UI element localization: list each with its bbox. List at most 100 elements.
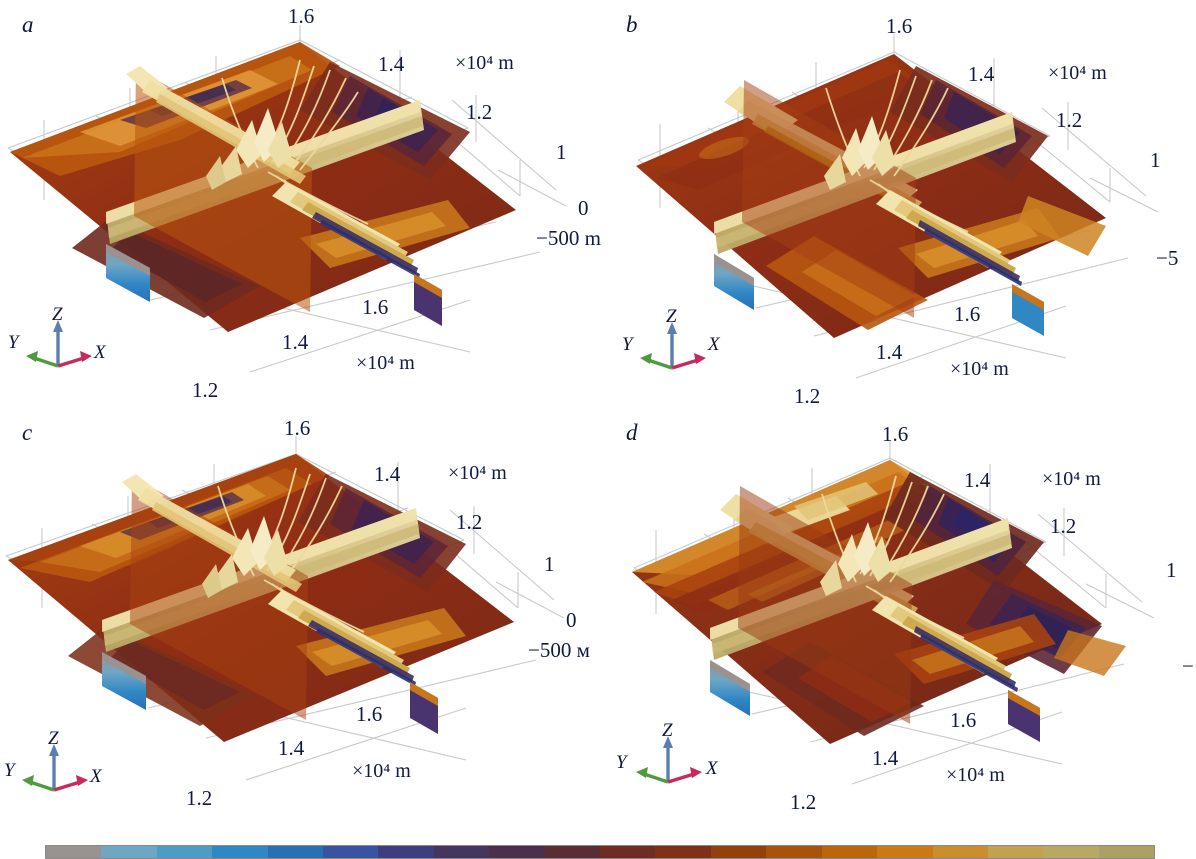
panel-b-xaxis-unit-text: ×10⁴ m [950,358,1009,380]
cross-section-plane-x-b [742,80,916,318]
panel-b-zaxis-bottom-label: −5 [1156,246,1179,270]
panel-d-xaxis-tick-1.6: 1.6 [950,708,977,732]
colorbar-segment [600,846,656,858]
panel-a-yaxis-tick-1.4: 1.4 [378,52,405,76]
axis-triad-icon-d [636,736,702,784]
panel-d-yaxis-tick-1.2: 1.2 [1050,514,1077,538]
panel-d-yaxis-tick-1.6: 1.6 [882,422,909,446]
panel-a-xaxis-tick-1.4: 1.4 [282,330,309,354]
colorbar-segment [433,846,490,858]
panel-a-zaxis-bottom-label: −500 m [536,226,601,250]
panel-a-scene [0,0,598,412]
panel-b-yaxis-unit: ×10⁴ m [1048,62,1107,85]
panel-b-yaxis-unit-text: ×10⁴ m [1048,62,1107,84]
axis-triad-d-label-x: X [706,758,718,779]
panel-a-yaxis-unit-text: ×10⁴ m [455,52,514,74]
colorbar-segment [212,846,268,858]
colorbar-segment [766,846,822,858]
panel-a: a 1.6 1.4 1.2 ×10⁴ m 1 0 −500 m 1.6 1.4 … [0,0,601,412]
colorbar-segment [156,846,213,858]
panel-d-yaxis-unit: ×10⁴ m [1042,468,1101,491]
panel-c-yaxis-unit: ×10⁴ m [448,462,507,485]
colorbar-segment [1043,846,1099,858]
colorbar-segment [101,846,157,858]
panel-letter-d: d [626,420,638,445]
panel-b-xaxis-tick-1.4: 1.4 [876,340,903,364]
colorbar [45,845,1155,859]
colorbar-segment [987,846,1044,858]
panel-b-yaxis-tick-1.6: 1.6 [886,14,913,38]
panel-a-xaxis-tick-1.6: 1.6 [362,295,389,319]
axis-triad-a: Z Y X [8,304,108,372]
panel-c-xaxis-tick-1.2: 1.2 [186,786,213,810]
panel-c-zaxis-bottom-label: −500 м [528,638,590,662]
colorbar-segment [544,846,601,858]
panel-a-xaxis-unit-text: ×10⁴ m [356,352,415,374]
panel-d-xaxis-unit: ×10⁴ m [946,764,1005,787]
panel-a-yaxis-tick-1.2: 1.2 [466,100,493,124]
blue-edge-panel-b-right [1012,284,1044,336]
panel-c-zaxis-tick-0: 0 [566,608,577,632]
panel-d-xaxis-tick-1.4: 1.4 [872,746,899,770]
panel-c-yaxis-tick-1.2: 1.2 [456,510,483,534]
axis-triad-a-label-y: Y [8,332,19,353]
panel-c-yaxis-tick-1.6: 1.6 [284,416,311,440]
panel-a-xaxis-unit: ×10⁴ m [356,352,415,375]
axis-triad-c: Z Y X [4,728,104,796]
panel-d-geometry [632,440,1155,785]
axis-triad-icon-a [26,320,92,368]
axis-triad-a-label-z: Z [52,304,63,325]
panel-a-yaxis-tick-1.6: 1.6 [288,4,315,28]
blue-edge-panel-c-left [102,652,146,710]
panel-c: c 1.6 1.4 1.2 ×10⁴ m 1 0 −500 м 1.6 1.4 … [0,410,598,822]
panel-a-yaxis-unit: ×10⁴ m [455,52,514,75]
colorbar-segment [489,846,545,858]
panel-a-geometry [7,25,567,373]
panel-d-zaxis-bottom-label: − [1182,654,1194,678]
panel-c-yaxis-tick-1.4: 1.4 [374,462,401,486]
panel-c-zaxis-tick-1: 1 [544,552,555,576]
blue-edge-panel-d-right [1008,690,1040,742]
panel-c-xaxis-unit-text: ×10⁴ m [352,760,411,782]
panel-b-xaxis-tick-1.6: 1.6 [954,302,981,326]
surface-plot-d [632,440,1155,785]
fault-filaments-c [217,467,375,661]
panel-c-geometry [5,436,565,781]
colorbar-segment [710,846,767,858]
axis-triad-icon-c [22,744,88,792]
axis-triad-c-label-z: Z [48,728,59,749]
panel-a-zaxis-tick-0: 0 [578,196,589,220]
panel-c-xaxis-tick-1.6: 1.6 [356,702,383,726]
blue-edge-panel-a-left [106,244,150,302]
panel-c-xaxis-tick-1.4: 1.4 [278,736,305,760]
panel-b-zaxis-tick-1: 1 [1150,148,1161,172]
surface-plot-a [7,25,567,373]
panel-c-xaxis-unit: ×10⁴ m [352,760,411,783]
axis-triad-b: Z Y X [622,306,722,374]
panel-letter-b: b [626,12,638,37]
colorbar-segment [821,846,878,858]
panel-b-geometry [636,34,1159,379]
panel-b-scene [598,0,1196,412]
panel-d-zaxis-tick-1: 1 [1166,558,1177,582]
panel-letter-c: c [22,420,33,445]
surface-plot-c [5,436,565,781]
axis-triad-b-label-z: Z [666,306,677,327]
colorbar-segment [267,846,324,858]
surface-plot-b [636,34,1159,379]
panel-d-yaxis-tick-1.4: 1.4 [964,468,991,492]
colorbar-segment [323,846,379,858]
panel-d-xaxis-unit-text: ×10⁴ m [946,764,1005,786]
axis-triad-a-label-x: X [94,342,106,363]
colorbar-segment [1098,846,1155,858]
cross-section-plane-x-d [738,486,912,724]
colorbar-segment [378,846,434,858]
panel-c-scene [0,410,598,822]
panel-d-xaxis-tick-1.2: 1.2 [790,790,817,814]
cross-section-plane-x-c [130,476,308,720]
axis-triad-c-label-x: X [90,766,102,787]
cross-section-plane-x-a [134,68,312,312]
panel-d: d 1.6 1.4 1.2 ×10⁴ m 1 − 1.6 1.4 1.2 ×10… [598,410,1196,822]
axis-triad-d: Z Y X [616,720,718,788]
